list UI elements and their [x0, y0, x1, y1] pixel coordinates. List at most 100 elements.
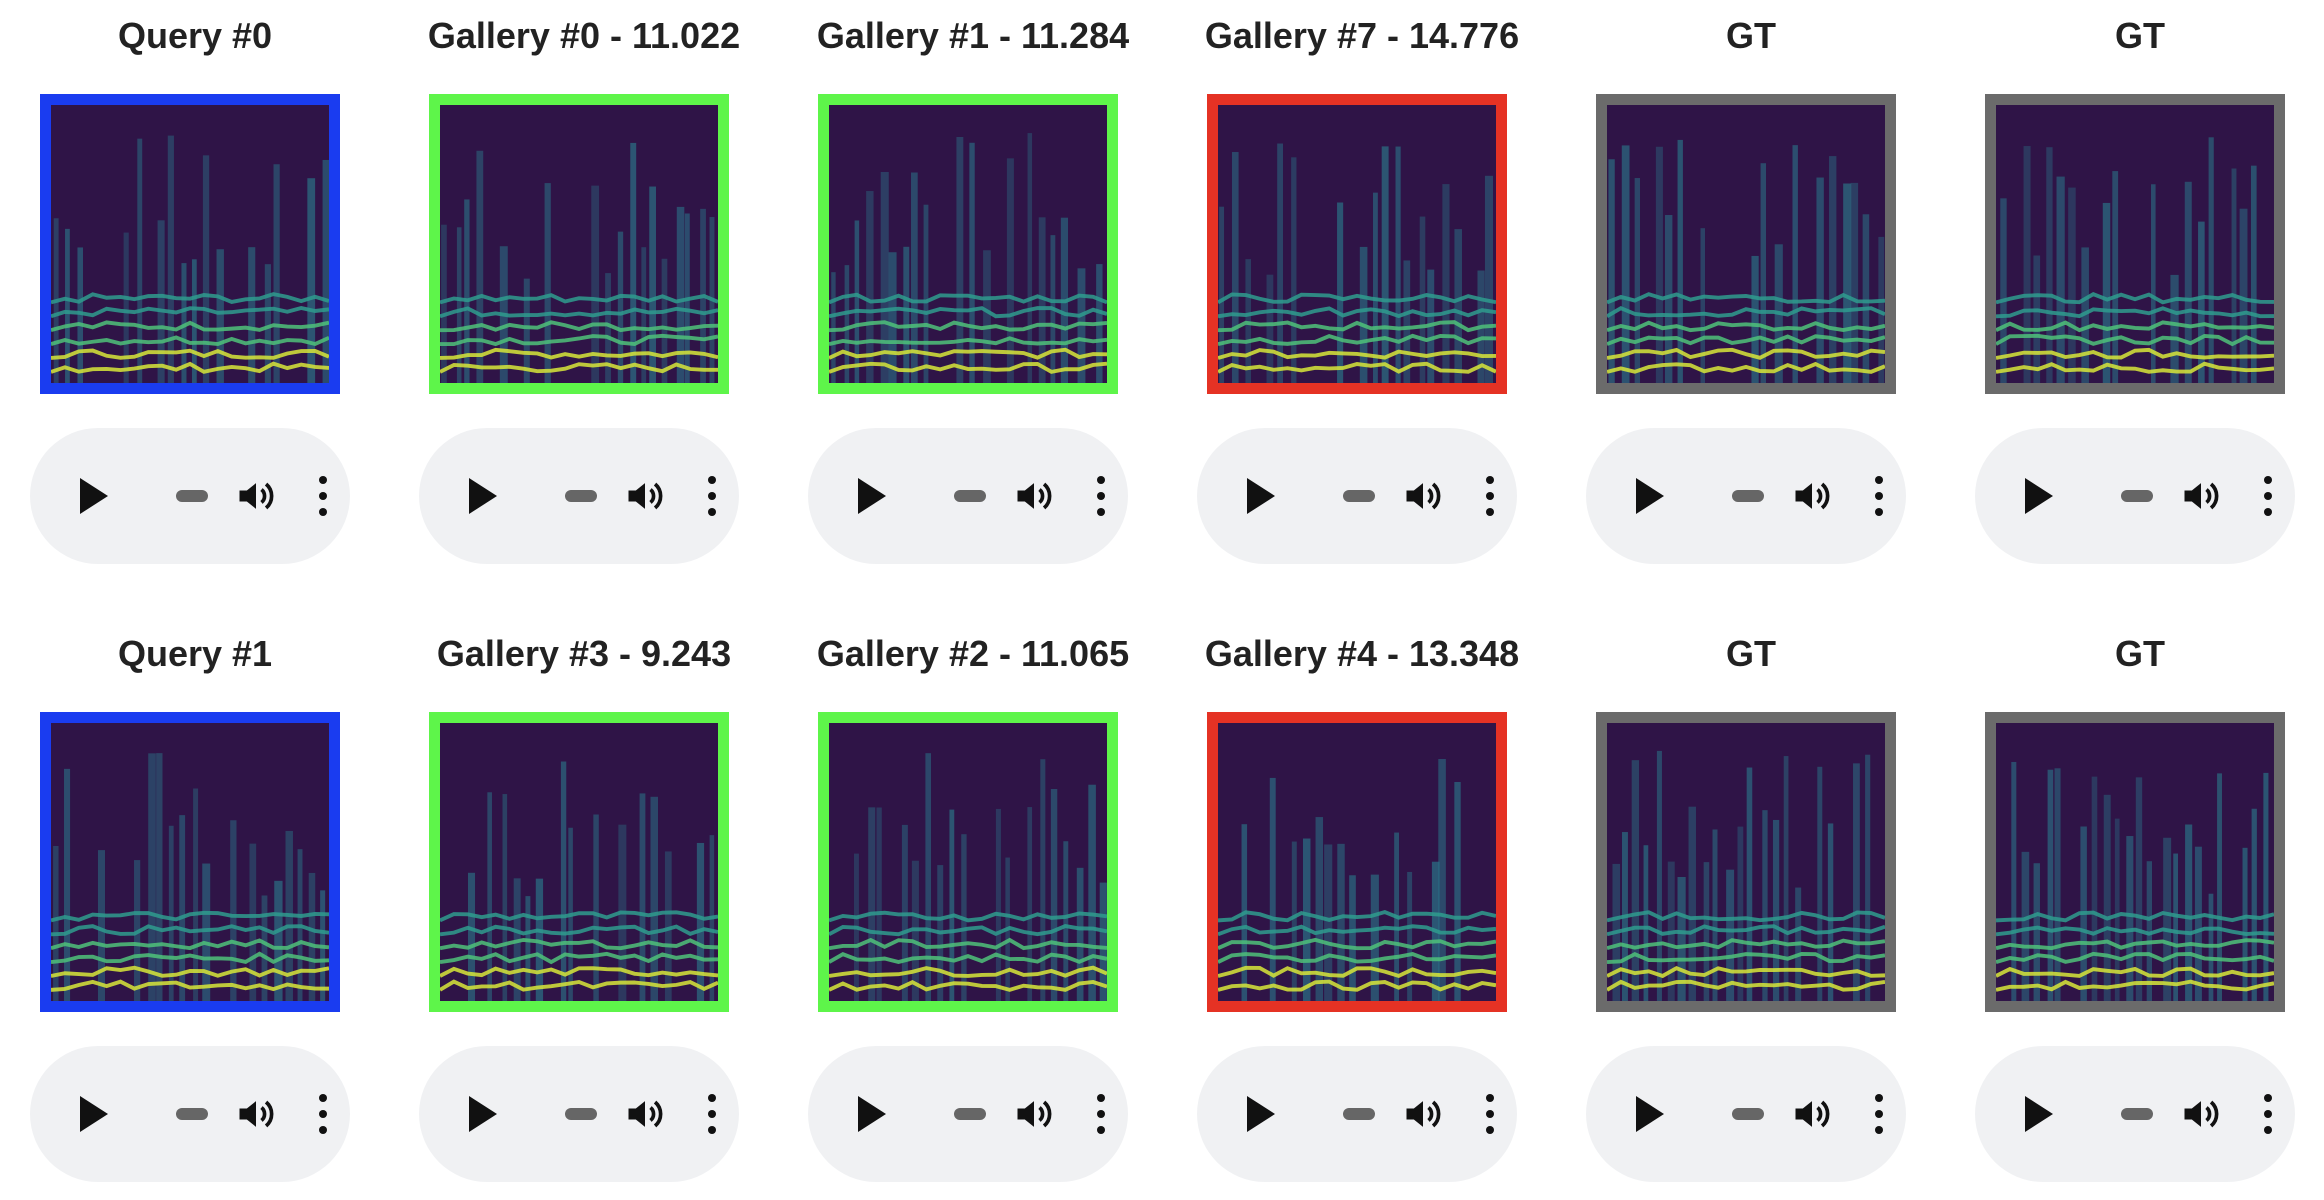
volume-icon[interactable]	[234, 474, 278, 518]
spectrogram-column	[464, 199, 470, 383]
volume-icon[interactable]	[1012, 1092, 1056, 1136]
audio-player[interactable]	[808, 428, 1128, 564]
spectrogram-column	[956, 136, 964, 383]
spectrogram-column	[523, 278, 530, 383]
spectrogram-column	[525, 896, 531, 1001]
spectrogram-svg	[440, 723, 718, 1001]
progress-bar[interactable]	[954, 1108, 986, 1120]
progress-bar[interactable]	[2121, 1108, 2153, 1120]
play-icon[interactable]	[2025, 1096, 2053, 1132]
volume-icon[interactable]	[2179, 1092, 2223, 1136]
spectrogram-harmonic	[440, 924, 718, 937]
cell-title: Gallery #7 - 14.776	[1204, 15, 1520, 56]
progress-bar[interactable]	[1732, 1108, 1764, 1120]
cell-title: Query #0	[117, 15, 273, 56]
more-vertical-icon[interactable]	[1485, 1094, 1495, 1134]
spectrogram-column	[137, 138, 143, 383]
audio-player[interactable]	[30, 1046, 350, 1182]
spectrogram-column	[1269, 777, 1276, 1001]
spectrogram-column	[487, 792, 492, 1001]
spectrogram-column	[1337, 843, 1345, 1001]
spectrogram-column	[2103, 794, 2111, 1001]
progress-bar[interactable]	[565, 1108, 597, 1120]
progress-bar[interactable]	[1343, 490, 1375, 502]
more-vertical-icon[interactable]	[318, 476, 328, 516]
progress-bar[interactable]	[176, 1108, 208, 1120]
audio-player[interactable]	[419, 428, 739, 564]
more-vertical-icon[interactable]	[318, 1094, 328, 1134]
spectrogram-image	[429, 94, 729, 394]
play-icon[interactable]	[469, 478, 497, 514]
menu-dot	[708, 508, 716, 516]
spectrogram-column	[2263, 772, 2269, 1001]
spectrogram-harmonic	[1996, 925, 2274, 937]
spectrogram-column	[2047, 769, 2054, 1001]
spectrogram-column	[1608, 159, 1615, 383]
volume-icon[interactable]	[234, 1092, 278, 1136]
more-vertical-icon[interactable]	[1096, 476, 1106, 516]
spectrogram-column	[2208, 137, 2214, 383]
spectrogram-column	[1792, 145, 1798, 383]
audio-player[interactable]	[1586, 1046, 1906, 1182]
spectrogram-column	[1664, 215, 1673, 383]
volume-icon[interactable]	[2179, 474, 2223, 518]
volume-icon[interactable]	[1401, 474, 1445, 518]
spectrogram-column	[2185, 824, 2193, 1001]
volume-icon[interactable]	[1012, 474, 1056, 518]
spectrogram-svg	[829, 105, 1107, 383]
spectrogram-harmonic	[1218, 937, 1496, 951]
more-vertical-icon[interactable]	[1096, 1094, 1106, 1134]
progress-bar[interactable]	[1343, 1108, 1375, 1120]
spectrogram-harmonic	[829, 336, 1107, 346]
spectrogram-column	[923, 204, 929, 383]
play-icon[interactable]	[1636, 478, 1664, 514]
audio-player[interactable]	[808, 1046, 1128, 1182]
spectrogram-column	[65, 228, 70, 383]
volume-icon[interactable]	[623, 474, 667, 518]
more-vertical-icon[interactable]	[2263, 1094, 2273, 1134]
spectrogram-harmonic	[440, 306, 718, 319]
audio-player[interactable]	[1975, 1046, 2295, 1182]
spectrogram-harmonic	[51, 335, 329, 347]
more-vertical-icon[interactable]	[707, 476, 717, 516]
play-icon[interactable]	[2025, 478, 2053, 514]
play-icon[interactable]	[858, 478, 886, 514]
audio-player[interactable]	[1975, 428, 2295, 564]
menu-dot	[1097, 1126, 1105, 1134]
spectrogram-harmonic	[1607, 361, 1885, 374]
play-icon[interactable]	[1636, 1096, 1664, 1132]
progress-bar[interactable]	[2121, 490, 2153, 502]
play-icon[interactable]	[1247, 1096, 1275, 1132]
spectrogram-harmonic	[829, 965, 1107, 978]
volume-icon[interactable]	[1790, 1092, 1834, 1136]
menu-dot	[1875, 508, 1883, 516]
audio-player[interactable]	[30, 428, 350, 564]
more-vertical-icon[interactable]	[2263, 476, 2273, 516]
progress-bar[interactable]	[176, 490, 208, 502]
audio-player[interactable]	[419, 1046, 739, 1182]
play-icon[interactable]	[858, 1096, 886, 1132]
audio-player[interactable]	[1197, 428, 1517, 564]
audio-player[interactable]	[1197, 1046, 1517, 1182]
play-icon[interactable]	[1247, 478, 1275, 514]
more-vertical-icon[interactable]	[1485, 476, 1495, 516]
progress-bar[interactable]	[954, 490, 986, 502]
volume-icon[interactable]	[1790, 474, 1834, 518]
play-icon[interactable]	[469, 1096, 497, 1132]
menu-dot	[1875, 1110, 1883, 1118]
more-vertical-icon[interactable]	[1874, 476, 1884, 516]
more-vertical-icon[interactable]	[1874, 1094, 1884, 1134]
play-icon[interactable]	[80, 478, 108, 514]
spectrogram-column	[888, 252, 897, 383]
progress-bar[interactable]	[1732, 490, 1764, 502]
audio-player[interactable]	[1586, 428, 1906, 564]
volume-icon[interactable]	[623, 1092, 667, 1136]
play-icon[interactable]	[80, 1096, 108, 1132]
spectrogram-column	[1703, 862, 1710, 1001]
spectrogram-column	[1829, 156, 1837, 383]
cell-title: Gallery #3 - 9.243	[436, 633, 732, 674]
progress-bar[interactable]	[565, 490, 597, 502]
more-vertical-icon[interactable]	[707, 1094, 717, 1134]
spectrogram-column	[1076, 867, 1084, 1001]
volume-icon[interactable]	[1401, 1092, 1445, 1136]
